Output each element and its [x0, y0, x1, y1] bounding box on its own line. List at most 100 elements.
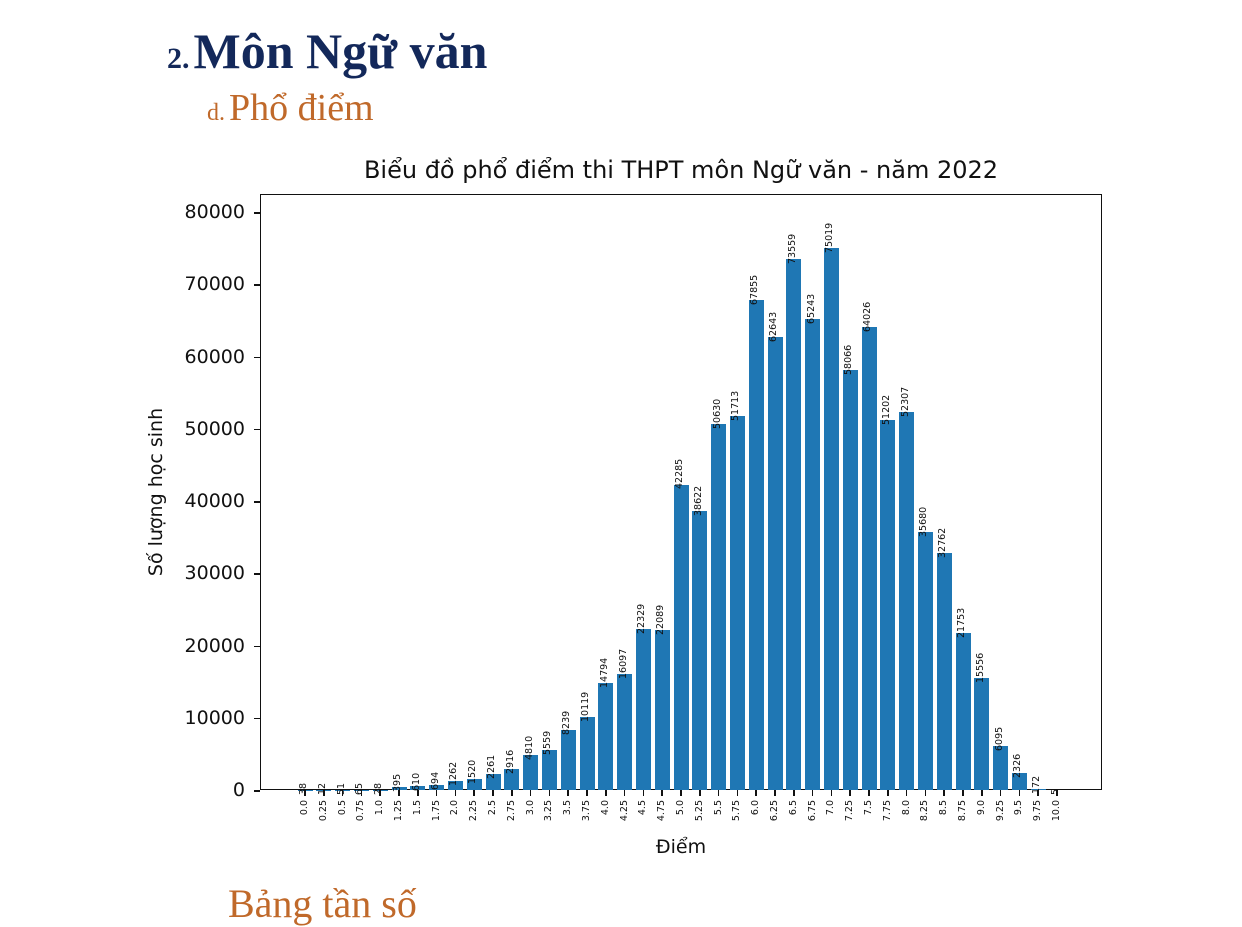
x-tick — [361, 790, 363, 796]
section-heading: 2. Môn Ngữ văn — [167, 22, 487, 80]
x-tick — [530, 790, 532, 796]
x-tick-label: 0.5 — [337, 800, 348, 815]
bar-value-label: 42285 — [674, 459, 685, 489]
bar — [598, 683, 613, 790]
y-tick — [254, 646, 260, 648]
y-tick — [254, 790, 260, 792]
x-tick-label: 4.75 — [656, 800, 667, 821]
x-tick — [831, 790, 833, 796]
x-tick — [605, 790, 607, 796]
x-tick — [755, 790, 757, 796]
y-tick — [254, 573, 260, 575]
x-tick-label: 9.75 — [1032, 800, 1043, 821]
x-tick — [492, 790, 494, 796]
bar — [786, 259, 801, 790]
x-tick — [473, 790, 475, 796]
x-tick-label: 6.0 — [750, 800, 761, 815]
x-tick-label: 6.25 — [769, 800, 780, 821]
x-tick-label: 8.25 — [919, 800, 930, 821]
subsection-number: d. — [207, 100, 225, 126]
bar-value-label: 38622 — [693, 486, 704, 516]
x-tick — [661, 790, 663, 796]
x-tick — [398, 790, 400, 796]
bar — [523, 755, 538, 790]
subsection-title: Phổ điểm — [229, 87, 374, 129]
y-axis-label: Số lượng học sinh — [145, 408, 167, 576]
x-tick-label: 7.0 — [825, 800, 836, 815]
x-tick — [981, 790, 983, 796]
bar-value-label: 58066 — [843, 345, 854, 375]
x-tick — [455, 790, 457, 796]
bar — [937, 553, 952, 790]
bar-value-label: 65243 — [806, 293, 817, 323]
bar-value-label: 14794 — [599, 658, 610, 688]
x-tick — [943, 790, 945, 796]
bar — [692, 511, 707, 790]
x-tick — [887, 790, 889, 796]
bar — [768, 337, 783, 790]
bar-value-label: 32762 — [937, 528, 948, 558]
section-title: Môn Ngữ văn — [194, 23, 488, 79]
x-tick-label: 9.5 — [1013, 800, 1024, 815]
bar — [862, 327, 877, 790]
x-tick — [1000, 790, 1002, 796]
bar-value-label: 22329 — [636, 603, 647, 633]
y-tick-label: 80000 — [185, 201, 245, 223]
y-tick — [254, 284, 260, 286]
x-tick — [774, 790, 776, 796]
y-tick-label: 20000 — [185, 635, 245, 657]
x-tick — [737, 790, 739, 796]
bar-value-label: 610 — [411, 772, 422, 790]
x-tick — [436, 790, 438, 796]
x-tick-label: 2.25 — [468, 800, 479, 821]
subsection-heading: d. Phổ điểm — [207, 86, 374, 130]
bar — [561, 730, 576, 790]
x-tick-label: 0.75 — [355, 800, 366, 821]
y-tick — [254, 718, 260, 720]
x-tick-label: 10.0 — [1051, 800, 1062, 821]
y-tick-label: 40000 — [185, 490, 245, 512]
bar — [824, 248, 839, 790]
y-tick-label: 10000 — [185, 707, 245, 729]
x-tick-label: 9.0 — [976, 800, 987, 815]
x-tick — [906, 790, 908, 796]
x-tick-label: 6.5 — [788, 800, 799, 815]
bar-value-label: 15556 — [975, 652, 986, 682]
bar-value-label: 8239 — [561, 711, 572, 735]
y-tick-label: 70000 — [185, 273, 245, 295]
y-tick-label: 60000 — [185, 346, 245, 368]
bar-value-label: 5559 — [542, 731, 553, 755]
x-tick — [304, 790, 306, 796]
x-tick-label: 8.75 — [957, 800, 968, 821]
bar-value-label: 64026 — [862, 302, 873, 332]
bar-value-label: 35680 — [918, 507, 929, 537]
x-tick — [699, 790, 701, 796]
bar — [730, 416, 745, 790]
x-tick — [643, 790, 645, 796]
x-tick — [849, 790, 851, 796]
bar-value-label: 22089 — [655, 605, 666, 635]
y-tick-label: 50000 — [185, 418, 245, 440]
bar-value-label: 52307 — [900, 387, 911, 417]
y-tick — [254, 212, 260, 214]
y-tick-label: 0 — [233, 779, 245, 801]
x-tick — [925, 790, 927, 796]
x-tick-label: 1.25 — [393, 800, 404, 821]
bar — [542, 750, 557, 790]
x-tick — [379, 790, 381, 796]
bar — [674, 485, 689, 791]
bar-value-label: 16097 — [618, 648, 629, 678]
y-tick — [254, 357, 260, 359]
x-tick-label: 6.75 — [807, 800, 818, 821]
bar-value-label: 75019 — [824, 223, 835, 253]
x-tick-label: 3.0 — [525, 800, 536, 815]
bar-value-label: 2916 — [505, 750, 516, 774]
bar — [580, 717, 595, 790]
bar-value-label: 2326 — [1012, 754, 1023, 778]
x-tick — [680, 790, 682, 796]
x-tick-label: 9.25 — [995, 800, 1006, 821]
x-tick — [624, 790, 626, 796]
bar — [974, 678, 989, 790]
bar — [749, 300, 764, 790]
x-tick-label: 5.5 — [713, 800, 724, 815]
